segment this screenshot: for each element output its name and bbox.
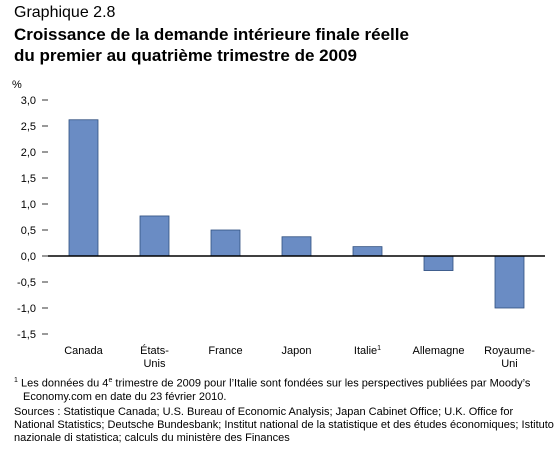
bar [352,246,383,257]
x-tick-label: Japon [282,345,312,357]
bar [423,255,454,271]
chart-kicker: Graphique 2.8 [14,4,116,21]
bar [281,236,312,257]
y-tick-label: 2,0 [21,147,36,159]
x-tick-label: Italie1 [354,345,381,357]
footnote-text-after: trimestre de 2009 pour l’Italie sont fon… [23,377,531,403]
y-tick-label: 3,0 [21,95,36,107]
x-tick-label: Canada [64,345,103,357]
x-tick-label: Royaume-Uni [484,345,535,370]
footnote-marker: 1 [14,377,18,384]
bar [494,255,525,309]
footnote-text-before: Les données du 4 [17,377,109,390]
y-axis-ticks: 3,0 2,5 2,0 1,5 1,0 0,5 0,0 -0,5 -1,0 -1,5 [17,95,48,341]
x-tick-label: États-Unis [140,344,169,370]
bar-chart: % 3,0 2,5 2,0 1,5 1,0 0,5 0,0 -0,5 -1,0 -1,5 Cana… [12,79,545,370]
y-tick-label: 2,5 [21,121,36,133]
bar [68,119,99,257]
footnote-superscript: e [108,377,113,384]
y-tick-label: -1,0 [17,303,36,315]
bar [210,229,241,257]
bar [139,215,170,257]
y-tick-label: 0,0 [21,251,36,263]
sources: Sources : Statistique Canada; U.S. Burea… [14,405,554,444]
y-axis-label: % [12,79,22,91]
bars [68,119,525,309]
chart-title: Croissance de la demande intérieure fina… [14,24,534,66]
y-tick-label: 1,5 [21,173,36,185]
y-tick-label: -0,5 [17,277,36,289]
y-tick-label: 0,5 [21,225,36,237]
chart-title-line-2: du premier au quatrième trimestre de 200… [14,46,357,65]
x-tick-label: Allemagne [413,345,465,357]
y-tick-label: -1,5 [17,329,36,341]
chart-notes: 1 Les données du 4e trimestre de 2009 po… [14,374,554,447]
y-tick-label: 1,0 [21,199,36,211]
chart-title-line-1: Croissance de la demande intérieure fina… [14,25,409,44]
footnote: 1 Les données du 4e trimestre de 2009 po… [14,374,554,404]
x-tick-label: France [208,345,242,357]
x-axis-labels: Canada États-Unis France Japon Italie1 Allema… [64,344,535,370]
